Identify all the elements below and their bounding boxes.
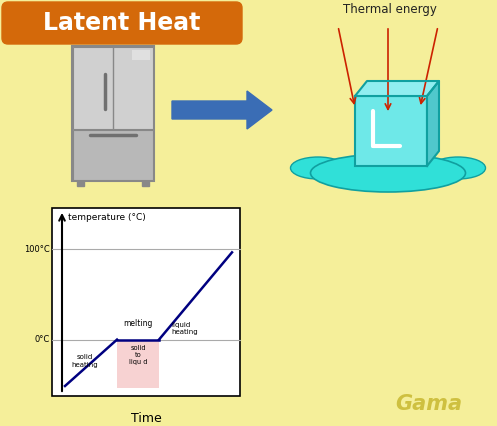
Text: Time: Time <box>131 412 162 425</box>
Bar <box>52 208 240 396</box>
Polygon shape <box>355 81 439 96</box>
Ellipse shape <box>291 157 345 179</box>
Polygon shape <box>77 181 84 186</box>
Text: 0°C: 0°C <box>35 335 50 344</box>
Text: Latent Heat: Latent Heat <box>43 11 201 35</box>
FancyBboxPatch shape <box>2 2 242 44</box>
Text: temperature (°C): temperature (°C) <box>68 213 146 222</box>
Ellipse shape <box>430 157 486 179</box>
FancyBboxPatch shape <box>72 46 154 181</box>
Text: solid
heating: solid heating <box>72 354 98 368</box>
Text: Thermal energy: Thermal energy <box>343 3 437 16</box>
Text: liquid
heating: liquid heating <box>171 322 198 334</box>
Polygon shape <box>427 81 439 166</box>
Bar <box>355 96 427 166</box>
Text: 100°C: 100°C <box>24 245 50 254</box>
Ellipse shape <box>311 154 466 192</box>
Text: solid
to
liqu d: solid to liqu d <box>129 345 147 365</box>
Polygon shape <box>142 181 149 186</box>
Text: Gama: Gama <box>395 394 462 414</box>
Bar <box>117 340 159 388</box>
Bar <box>132 50 150 60</box>
Bar <box>73 130 153 180</box>
Bar <box>73 47 153 129</box>
Text: melting: melting <box>123 319 153 328</box>
Polygon shape <box>172 91 272 129</box>
